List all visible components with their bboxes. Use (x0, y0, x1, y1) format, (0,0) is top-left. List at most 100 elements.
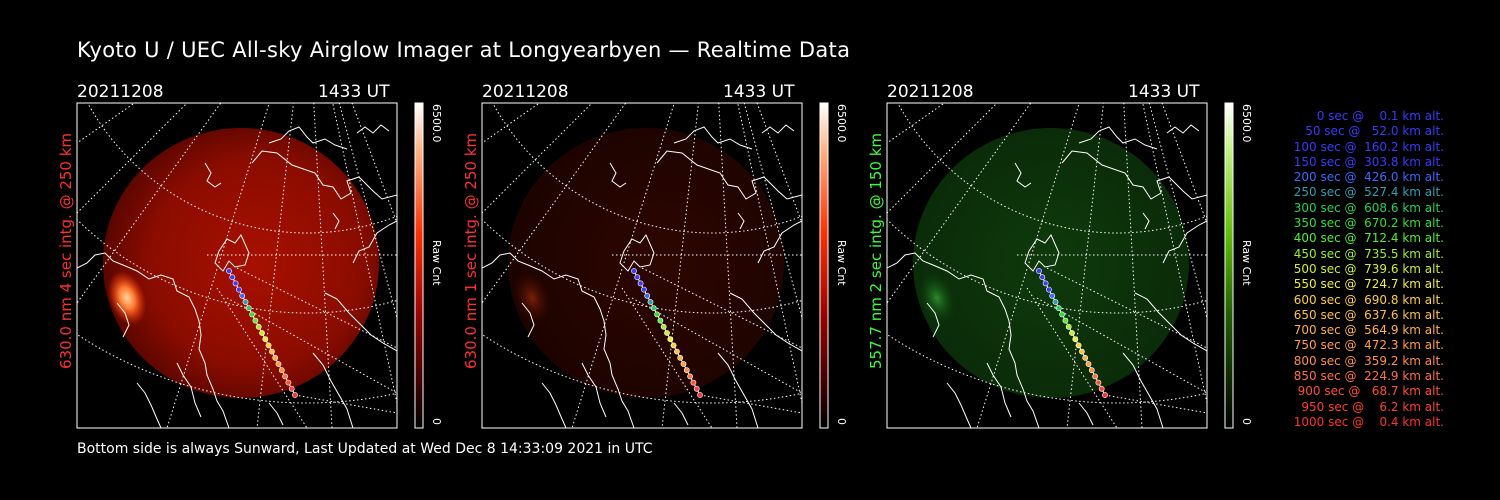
trajectory-point (282, 373, 288, 380)
wavelength-label: 630.0 nm 4 sec intg. @ 250 km (57, 132, 75, 369)
sky-image (103, 128, 379, 398)
colorbar-max: 6500.0 (835, 104, 848, 143)
panel-frame (76, 102, 398, 429)
panel-frame (481, 102, 803, 429)
trajectory (631, 268, 802, 414)
trajectory-point (680, 361, 687, 367)
panel-time: 1433 UT (723, 82, 795, 102)
panel-date: 20211208 (887, 82, 974, 102)
legend-row: 650 sec @ 637.6 km alt. (1293, 307, 1444, 322)
legend-row: 250 sec @ 527.4 km alt. (1293, 185, 1444, 200)
legend-row: 750 sec @ 472.3 km alt. (1293, 338, 1444, 353)
trajectory-point (226, 268, 232, 274)
colorbar-max: 6500.0 (430, 104, 443, 143)
trajectory-point (647, 299, 654, 305)
trajectory-point (697, 392, 703, 398)
legend-row: 550 sec @ 724.7 km alt. (1293, 277, 1444, 292)
trajectory-point (245, 305, 252, 312)
trajectory-point (1062, 317, 1069, 324)
trajectory-point (255, 323, 262, 330)
trajectory-point (1102, 392, 1108, 398)
legend-row: 300 sec @ 608.6 km alt. (1293, 200, 1444, 215)
coastline (77, 124, 397, 428)
trajectory-point (268, 348, 275, 355)
trajectory-point (657, 317, 664, 324)
coastline (482, 124, 802, 428)
legend-row: 400 sec @ 712.4 km alt. (1293, 231, 1444, 246)
trajectory-point (670, 342, 677, 349)
trajectory-point (1052, 299, 1059, 305)
sky-panel-3 (886, 102, 1208, 429)
trajectory-point (252, 317, 259, 324)
trajectory-point (660, 323, 667, 330)
legend-row: 100 sec @ 160.2 km alt. (1293, 139, 1444, 154)
panel-frame (886, 102, 1208, 429)
trajectory-point (232, 280, 239, 287)
trajectory-point (683, 367, 690, 374)
legend-row: 700 sec @ 564.9 km alt. (1293, 323, 1444, 338)
colorbar (414, 102, 424, 429)
page-title: Kyoto U / UEC All-sky Airglow Imager at … (77, 38, 851, 62)
trajectory-point (687, 373, 693, 380)
trajectory-point (1098, 385, 1105, 392)
legend-row: 50 sec @ 52.0 km alt. (1305, 124, 1444, 139)
trajectory-point (634, 274, 641, 281)
legend-row: 450 sec @ 735.5 km alt. (1293, 246, 1444, 261)
trajectory-point (690, 379, 697, 386)
aurora-patch (512, 270, 552, 326)
colorbar-min: 0 (1240, 418, 1253, 425)
trajectory-point (1059, 311, 1065, 318)
panel-time: 1433 UT (318, 82, 390, 102)
panel-date: 20211208 (482, 82, 569, 102)
trajectory-point (1045, 286, 1052, 293)
legend-row: 950 sec @ 6.2 km alt. (1301, 399, 1444, 414)
trajectory-point (272, 354, 279, 361)
colorbar-unit: Raw Cnt (1240, 240, 1253, 286)
trajectory-point (673, 348, 680, 355)
trajectory-point (249, 311, 255, 318)
wavelength-label: 630.0 nm 1 sec intg. @ 250 km (462, 132, 480, 369)
panel-date: 20211208 (77, 82, 164, 102)
wavelength-label: 557.7 nm 2 sec intg. @ 150 km (867, 132, 885, 369)
sky-panel-2 (481, 102, 803, 429)
legend-row: 850 sec @ 224.9 km alt. (1293, 369, 1444, 384)
trajectory-point (278, 367, 285, 374)
panel-time: 1433 UT (1128, 82, 1200, 102)
lat-lon-grid (482, 103, 802, 428)
trajectory-point (650, 305, 657, 312)
trajectory-point (235, 286, 242, 293)
trajectory-point (239, 292, 246, 299)
trajectory-point (275, 361, 282, 367)
colorbar (1224, 102, 1234, 429)
trajectory-point (677, 354, 684, 361)
sky-panel-1 (76, 102, 398, 429)
trajectory-point (637, 280, 644, 287)
trajectory (226, 268, 397, 414)
trajectory-point (259, 330, 265, 336)
legend-row: 900 sec @ 68.7 km alt. (1297, 384, 1444, 399)
legend-row: 150 sec @ 303.8 km alt. (1293, 154, 1444, 169)
trajectory-point (285, 379, 292, 386)
colorbar-unit: Raw Cnt (430, 240, 443, 286)
altitude-legend: 0 sec @ 0.1 km alt. 50 sec @ 52.0 km alt.… (1262, 109, 1444, 430)
trajectory-point (1065, 323, 1072, 330)
trajectory-point (1085, 361, 1092, 367)
colorbar-unit: Raw Cnt (835, 240, 848, 286)
legend-row: 350 sec @ 670.2 km alt. (1293, 216, 1444, 231)
legend-row: 600 sec @ 690.8 km alt. (1293, 292, 1444, 307)
trajectory-point (1092, 373, 1098, 380)
trajectory-point (1042, 280, 1049, 287)
colorbar-min: 0 (835, 418, 848, 425)
sky-image (508, 128, 784, 398)
trajectory-point (1082, 354, 1089, 361)
trajectory-point (1055, 305, 1062, 312)
sky-image (913, 128, 1189, 398)
trajectory-point (1088, 367, 1095, 374)
trajectory-point (654, 311, 660, 318)
trajectory-point (631, 268, 637, 274)
trajectory-point (229, 274, 236, 281)
trajectory-point (640, 286, 647, 293)
trajectory-point (1095, 379, 1102, 386)
trajectory-point (262, 336, 269, 343)
